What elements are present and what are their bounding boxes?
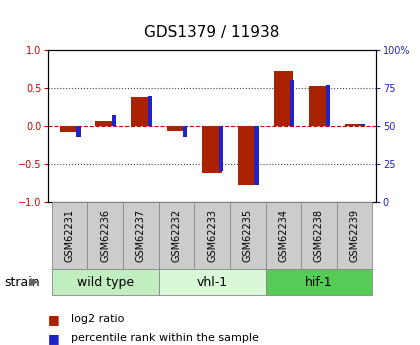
Bar [87,202,123,269]
Bar [230,202,265,269]
Text: wild type: wild type [77,276,134,288]
Bar [337,202,373,269]
Bar [309,87,329,126]
Text: strain: strain [4,276,40,288]
Bar [273,71,293,126]
Bar [167,126,186,131]
Bar [202,126,222,173]
Bar [290,80,294,126]
Text: GSM62233: GSM62233 [207,209,217,262]
Bar [60,126,79,132]
Bar [255,126,259,185]
Text: log2 ratio: log2 ratio [71,314,125,324]
Bar [194,202,230,269]
Text: ▶: ▶ [30,277,39,287]
Bar [265,202,301,269]
Bar [345,125,364,126]
Bar [52,202,87,269]
Text: GSM62232: GSM62232 [171,209,181,262]
Bar [238,126,257,185]
Text: GSM62239: GSM62239 [349,209,360,262]
Bar [361,125,365,126]
Text: GSM62237: GSM62237 [136,209,146,262]
Bar [52,269,159,295]
Bar [183,126,187,137]
Text: GSM62236: GSM62236 [100,209,110,262]
Text: ■: ■ [48,313,60,326]
Bar [301,202,337,269]
Bar [159,202,194,269]
Bar [76,126,81,137]
Bar [147,96,152,126]
Text: GDS1379 / 11938: GDS1379 / 11938 [144,25,280,40]
Text: percentile rank within the sample: percentile rank within the sample [71,333,259,343]
Bar [159,269,265,295]
Text: vhl-1: vhl-1 [197,276,228,288]
Text: ■: ■ [48,332,60,345]
Bar [95,121,115,126]
Bar [265,269,373,295]
Bar [219,126,223,171]
Bar [112,115,116,126]
Text: GSM62235: GSM62235 [243,209,253,262]
Bar [123,202,159,269]
Text: hif-1: hif-1 [305,276,333,288]
Bar [131,97,151,126]
Text: GSM62238: GSM62238 [314,209,324,262]
Text: GSM62231: GSM62231 [65,209,75,262]
Text: GSM62234: GSM62234 [278,209,288,262]
Bar [326,85,330,126]
